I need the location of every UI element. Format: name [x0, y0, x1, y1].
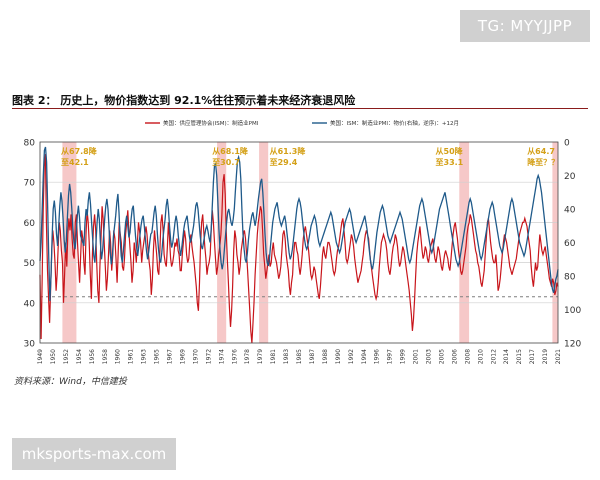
x-tick-label: 2014: [503, 349, 510, 364]
annotation-text: 至30.7: [212, 158, 240, 167]
right-tick-label: 120: [564, 340, 581, 350]
x-tick-label: 1974: [218, 349, 225, 364]
left-tick-label: 50: [24, 259, 36, 269]
figure-title: 图表 2： 历史上，物价指数达到 92.1%往往预示着未来经济衰退风险: [12, 94, 356, 107]
x-tick-label: 1960: [115, 349, 122, 364]
chart: 30 40 50 60 70 80 0 20 40 60 80 100 120 1949 1950 195…: [24, 119, 582, 365]
right-tick-label: 20: [564, 172, 576, 182]
left-tick-label: 80: [24, 139, 36, 149]
x-tick-label: 1985: [296, 349, 303, 364]
right-tick-label: 100: [564, 306, 581, 316]
x-tick-label: 1988: [322, 349, 329, 364]
x-tick-label: 2010: [477, 349, 484, 364]
x-tick-label: 1981: [270, 349, 277, 364]
right-tick-label: 40: [564, 206, 576, 216]
source-note: 资料来源：Wind，中信建投: [14, 377, 127, 387]
x-tick-label: 1994: [361, 349, 368, 364]
x-tick-label: 1992: [348, 349, 355, 364]
recession-band: [62, 142, 77, 343]
left-tick-label: 30: [24, 340, 36, 350]
watermark-bottom: mksports-max.com: [12, 438, 176, 470]
watermark-top: TG: MYYJJPP: [460, 10, 590, 42]
annotation-text: 从50降: [436, 146, 464, 156]
legend-label-blue: 美国：ISM：制造业PMI：物价(右轴，逆序)：+12月: [330, 119, 459, 127]
annotation-text: 从64.7: [527, 147, 555, 156]
annotation-text: 从67.8降: [61, 146, 98, 156]
x-tick-label: 1987: [309, 349, 316, 364]
title-rule: [12, 108, 588, 109]
x-tick-label: 2012: [490, 349, 497, 364]
annotation-text: 至29.4: [270, 158, 298, 167]
x-tick-label: 1952: [63, 349, 70, 364]
recession-band: [459, 142, 470, 343]
x-tick-label: 2003: [426, 349, 433, 364]
x-tick-label: 1999: [400, 349, 407, 364]
series-line-prices: [39, 146, 559, 302]
x-tick-label: 2021: [555, 349, 562, 364]
x-tick-label: 1983: [283, 349, 290, 364]
x-tick-label: 1965: [154, 349, 161, 364]
right-tick-label: 0: [564, 139, 570, 149]
x-tick-label: 1956: [89, 349, 96, 364]
x-tick-label: 2008: [464, 349, 471, 364]
x-tick-label: 2005: [438, 349, 445, 364]
x-tick-label: 2001: [413, 349, 420, 364]
recession-band: [217, 142, 227, 343]
right-tick-label: 60: [564, 239, 576, 249]
x-tick-label: 1950: [50, 349, 57, 364]
series-line-ism-pmi: [39, 154, 559, 344]
plot-frame: [39, 141, 559, 344]
legend: 美国：供应管理协会(ISM)：制造业PMI 美国：ISM：制造业PMI：物价(右…: [145, 119, 459, 127]
left-axis-ticks: 30 40 50 60 70 80: [24, 139, 36, 350]
x-tick-label: 2017: [529, 349, 536, 364]
x-tick-label: 1972: [205, 349, 212, 364]
annotation-text: 降至？？: [527, 157, 559, 167]
x-tick-label: 2019: [542, 349, 549, 364]
x-axis-ticks: 1949 1950 1952 1954 1956 1958 1960 1961 1963 1965…: [37, 349, 562, 365]
x-tick-label: 1996: [374, 349, 381, 364]
annotation-text: 从61.3降: [270, 146, 307, 156]
left-tick-label: 70: [24, 179, 36, 189]
left-tick-label: 40: [24, 299, 36, 309]
x-tick-label: 1967: [167, 349, 174, 364]
x-tick-label: 1961: [128, 349, 135, 364]
left-tick-label: 60: [24, 219, 36, 229]
x-tick-label: 1949: [37, 349, 44, 364]
right-tick-label: 80: [564, 273, 576, 283]
x-tick-label: 1990: [335, 349, 342, 364]
annotation-text: 至42.1: [61, 158, 89, 167]
x-tick-label: 1976: [231, 349, 238, 364]
x-tick-label: 1958: [102, 349, 109, 364]
legend-label-red: 美国：供应管理协会(ISM)：制造业PMI: [163, 119, 259, 127]
x-tick-label: 1997: [387, 349, 394, 364]
x-tick-label: 1954: [76, 349, 83, 364]
annotation-text: 从68.1降: [212, 146, 249, 156]
annotation-text: 至33.1: [436, 158, 464, 167]
recession-band: [552, 142, 558, 343]
x-tick-label: 2006: [451, 349, 458, 364]
x-tick-label: 1963: [141, 349, 148, 364]
right-axis-ticks: 0 20 40 60 80 100 120: [564, 139, 581, 350]
x-tick-label: 1970: [192, 349, 199, 364]
x-tick-label: 1969: [180, 349, 187, 364]
x-tick-label: 1978: [244, 349, 251, 364]
x-tick-label: 2015: [516, 349, 523, 364]
x-tick-label: 1979: [257, 349, 264, 364]
